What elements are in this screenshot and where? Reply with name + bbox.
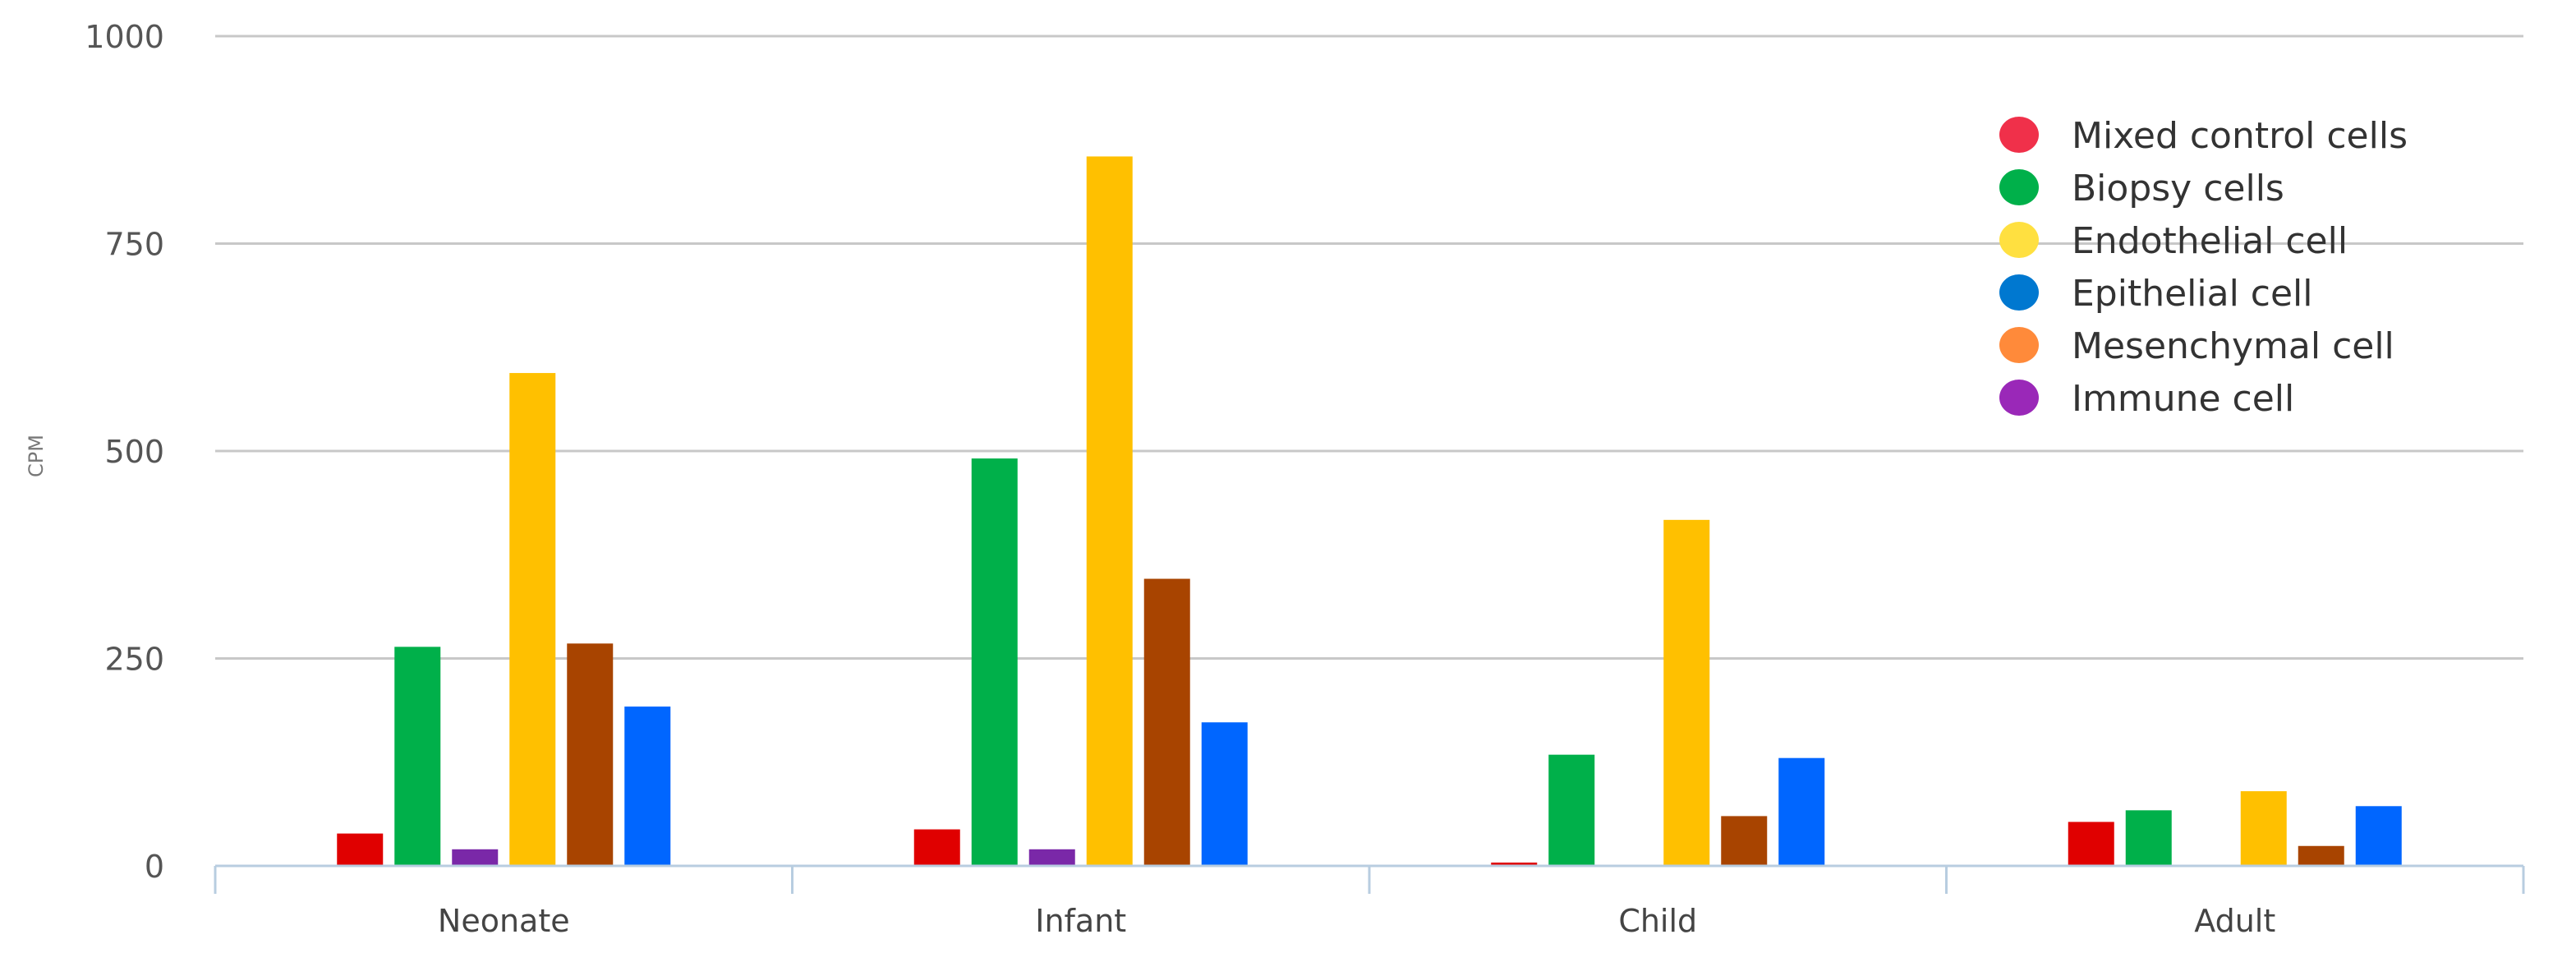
y-tick-label: 250 (104, 642, 164, 678)
legend-marker (1999, 169, 2039, 205)
y-tick-label: 1000 (85, 19, 164, 55)
x-tick-label: Neonate (438, 903, 570, 939)
bar (1143, 578, 1190, 866)
legend-item[interactable]: Biopsy cells (1999, 168, 2284, 209)
gridlines (215, 35, 2523, 660)
legend-marker (1999, 222, 2039, 258)
legend-item[interactable]: Epithelial cell (1999, 273, 2313, 315)
x-tick-label: Infant (1035, 903, 1126, 939)
bar (1548, 754, 1595, 866)
x-tick-label: Adult (2194, 903, 2275, 939)
bar (2355, 806, 2402, 866)
legend-item[interactable]: Mixed control cells (1999, 115, 2408, 157)
legend-marker (1999, 274, 2039, 311)
legend-label: Mesenchymal cell (2072, 325, 2394, 367)
bar (624, 707, 671, 866)
bar (337, 833, 384, 866)
bar (394, 647, 441, 866)
legend-label: Mixed control cells (2072, 115, 2408, 157)
legend-item[interactable]: Immune cell (1999, 378, 2294, 420)
x-tick-label: Child (1618, 903, 1697, 939)
bar (1086, 156, 1133, 866)
y-tick-label: 500 (104, 434, 164, 470)
y-axis-ticks: 0 250 500 750 1000 (85, 19, 164, 885)
bar (567, 643, 614, 866)
legend-marker (1999, 327, 2039, 363)
bar (2068, 822, 2114, 866)
bar (1663, 519, 1710, 866)
legend-label: Biopsy cells (2072, 168, 2284, 209)
legend-label: Endothelial cell (2072, 220, 2348, 262)
y-tick-label: 750 (104, 227, 164, 263)
legend[interactable]: Mixed control cells Biopsy cells Endotheli… (1999, 115, 2408, 420)
legend-label: Immune cell (2072, 378, 2294, 420)
y-axis-label: CPM (25, 435, 48, 477)
x-axis: Neonate Infant Child Adult (214, 864, 2525, 939)
y-tick-label: 0 (145, 849, 164, 885)
bar (1028, 849, 1075, 866)
bar (913, 829, 960, 866)
bar (1778, 757, 1825, 866)
bar (971, 458, 1018, 866)
bar (2298, 845, 2344, 866)
legend-marker (1999, 380, 2039, 416)
legend-label: Epithelial cell (2072, 273, 2313, 315)
bar (1491, 862, 1538, 866)
legend-marker (1999, 117, 2039, 153)
bar (509, 373, 556, 866)
bar (2125, 810, 2172, 866)
bar (1201, 722, 1248, 866)
bar (2240, 791, 2287, 866)
bar (1721, 816, 1768, 866)
legend-item[interactable]: Mesenchymal cell (1999, 325, 2394, 367)
bar (452, 849, 499, 866)
legend-item[interactable]: Endothelial cell (1999, 220, 2348, 262)
bars (337, 156, 2402, 866)
